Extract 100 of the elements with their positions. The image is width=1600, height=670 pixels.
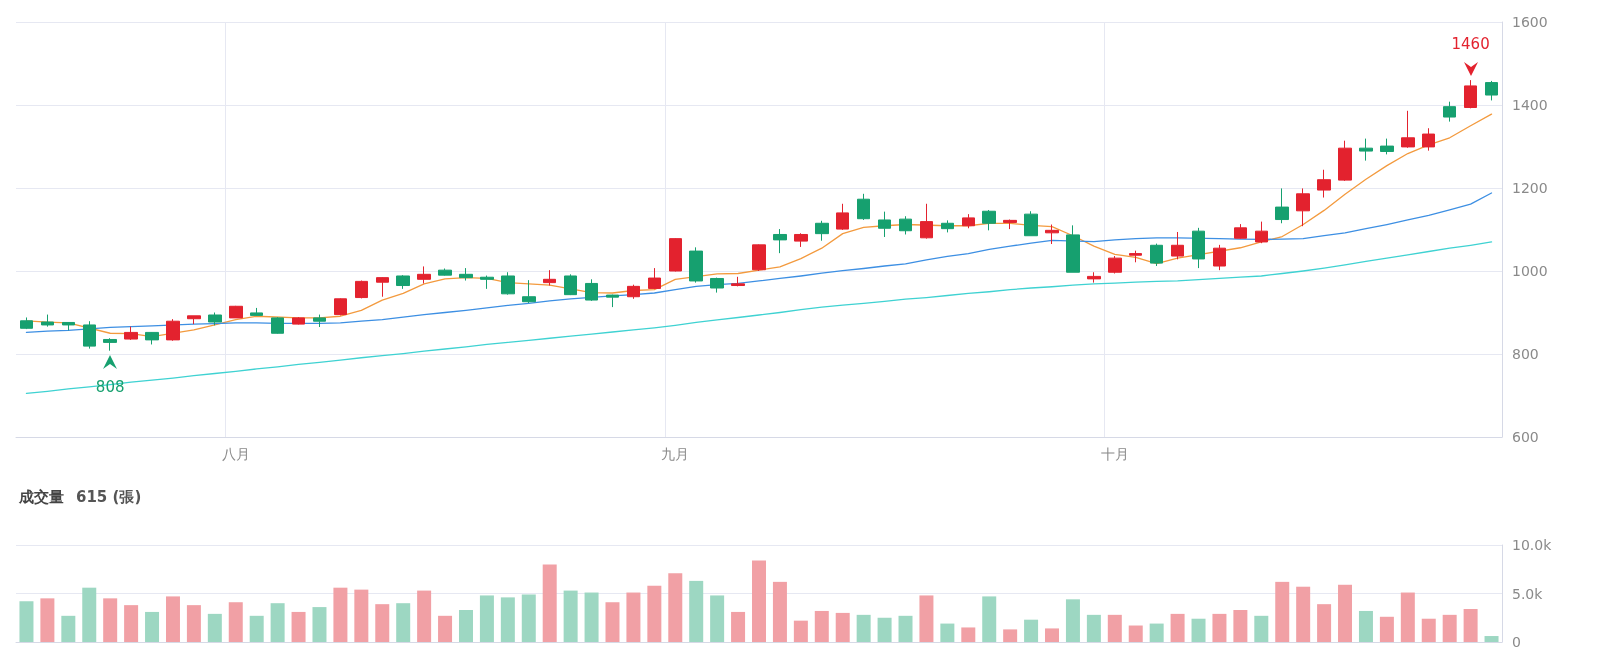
bar: [1191, 618, 1206, 642]
candlestick: [1422, 127, 1435, 152]
candlestick: [899, 215, 912, 235]
candlestick: [250, 307, 263, 317]
candlestick: [1485, 80, 1498, 101]
bar: [1128, 625, 1143, 642]
y-tick-label: 10.0k: [1512, 537, 1553, 553]
bar: [228, 602, 243, 642]
candlestick: [459, 267, 473, 282]
candlestick: [166, 318, 180, 342]
bar: [1233, 609, 1248, 642]
bar: [752, 560, 766, 642]
candlestick: [1213, 244, 1226, 271]
candlestick: [752, 243, 766, 272]
candlestick: [145, 331, 159, 345]
bar: [1317, 604, 1332, 642]
annotation: 1460: [1451, 35, 1490, 54]
x-tick-label: 九月: [661, 446, 690, 462]
bar: [731, 611, 746, 642]
bar: [1149, 623, 1164, 642]
bar: [605, 602, 620, 642]
candlestick: [292, 316, 305, 326]
bar: [1107, 614, 1122, 642]
candlestick: [501, 271, 515, 296]
chart-title: 成交量: [18, 487, 64, 506]
y-tick-label: 1600: [1512, 14, 1548, 30]
y-tick-label: 800: [1512, 346, 1539, 362]
bar: [940, 623, 955, 642]
candlestick: [1275, 187, 1289, 224]
bar: [814, 610, 829, 642]
bar: [291, 611, 306, 642]
y-tick-label: 5.0k: [1512, 585, 1544, 602]
bar: [207, 613, 222, 642]
bar: [793, 620, 808, 642]
candlestick: [20, 316, 33, 330]
bar: [312, 607, 327, 642]
y-tick-label: 600: [1512, 429, 1539, 445]
bar: [1338, 584, 1353, 642]
candlestick: [878, 211, 891, 238]
candlestick: [941, 219, 954, 233]
bar: [479, 595, 494, 642]
candlestick: [522, 279, 536, 304]
candlestick: [731, 276, 745, 287]
candlestick: [1066, 224, 1080, 273]
bar: [186, 605, 201, 642]
bar: [61, 615, 76, 642]
bar: [710, 595, 725, 642]
candlestick: [1087, 271, 1101, 284]
candlestick: [920, 203, 933, 240]
bar: [19, 601, 34, 642]
bar: [668, 573, 683, 642]
candlestick: [271, 316, 284, 335]
candlestick: [606, 294, 619, 308]
candlestick: [1401, 110, 1415, 149]
bar: [1421, 618, 1436, 642]
bar: [1024, 619, 1039, 642]
bar: [772, 581, 787, 642]
candlestick: [1171, 231, 1184, 260]
candlestick: [794, 232, 808, 248]
candlestick: [1108, 255, 1122, 274]
bar: [919, 595, 934, 642]
candlestick: [334, 297, 347, 316]
bar: [1442, 614, 1457, 642]
candlestick: [208, 312, 222, 326]
candlestick: [1359, 138, 1373, 162]
bar: [584, 592, 599, 642]
bar: [145, 611, 160, 642]
candlestick: [564, 273, 577, 296]
y-tick-label: 1400: [1512, 97, 1548, 113]
candlestick: [627, 284, 640, 300]
candlestick: [313, 314, 326, 328]
candlestick: [124, 326, 138, 341]
candlestick: [187, 315, 201, 325]
bar: [1400, 592, 1415, 642]
candlestick: [83, 320, 96, 350]
candlestick: [1234, 223, 1247, 240]
bar: [1045, 628, 1060, 642]
bar: [835, 612, 850, 642]
bar: [542, 564, 557, 642]
candlestick: [1464, 79, 1477, 109]
x-tick-label: 八月: [221, 446, 250, 462]
candlestick: [543, 269, 556, 287]
bar: [1296, 586, 1311, 642]
bar: [1170, 613, 1185, 642]
candlestick: [1003, 219, 1017, 230]
line-series: [25, 192, 1493, 334]
candlestick: [480, 275, 494, 290]
candlestick: [1045, 224, 1059, 245]
bar: [354, 589, 369, 642]
bar: [1358, 610, 1373, 642]
bar: [124, 605, 139, 642]
bar: [82, 587, 97, 642]
y-tick-label: 1000: [1512, 263, 1548, 279]
bar: [103, 598, 118, 642]
candlestick: [669, 237, 682, 272]
y-tick-label: 0: [1512, 634, 1521, 650]
bar: [898, 615, 913, 642]
candlestick: [648, 267, 661, 290]
candlestick: [773, 228, 787, 254]
bar: [1003, 629, 1018, 642]
